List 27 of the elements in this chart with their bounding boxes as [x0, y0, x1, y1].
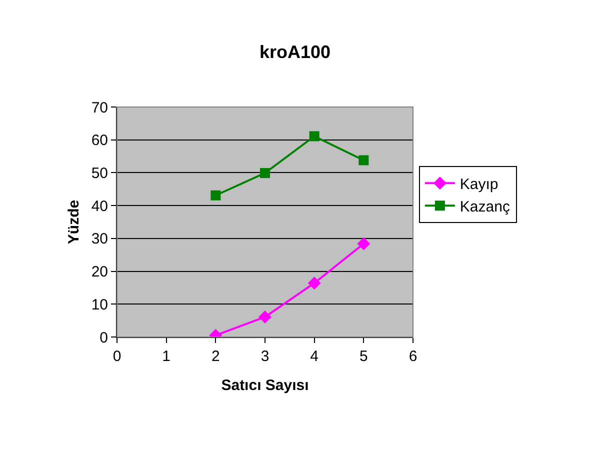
x-tick-label: 0 — [112, 348, 122, 365]
y-tick-label: 40 — [91, 198, 108, 215]
legend-label: Kayıp — [460, 176, 498, 193]
point — [210, 190, 221, 200]
y-tick-label: 20 — [91, 264, 108, 281]
point — [258, 310, 272, 324]
y-tick-label: 0 — [100, 329, 108, 346]
y-tick-label: 50 — [91, 164, 108, 182]
y-tick-label: 30 — [91, 230, 108, 248]
y-axis-title: Yüzde — [66, 200, 83, 244]
y-tick-label: 60 — [91, 132, 108, 150]
x-tick-label: 4 — [310, 348, 318, 365]
point — [357, 237, 370, 250]
y-tick-label: 10 — [91, 296, 108, 314]
x-tick-label: 6 — [408, 348, 418, 365]
chart-title: kroA100 — [259, 42, 331, 62]
point — [260, 168, 270, 178]
legend-label: Kazanç — [460, 198, 510, 216]
point — [358, 155, 369, 166]
x-axis-title: Satıcı Sayısı — [221, 377, 309, 394]
x-tick-label: 2 — [212, 348, 220, 365]
point — [308, 276, 321, 290]
y-tick-label: 70 — [91, 99, 108, 116]
x-tick-label: 1 — [162, 348, 170, 365]
x-tick-label: 3 — [260, 348, 270, 365]
point — [309, 131, 320, 142]
x-tick-label: 5 — [360, 348, 368, 365]
